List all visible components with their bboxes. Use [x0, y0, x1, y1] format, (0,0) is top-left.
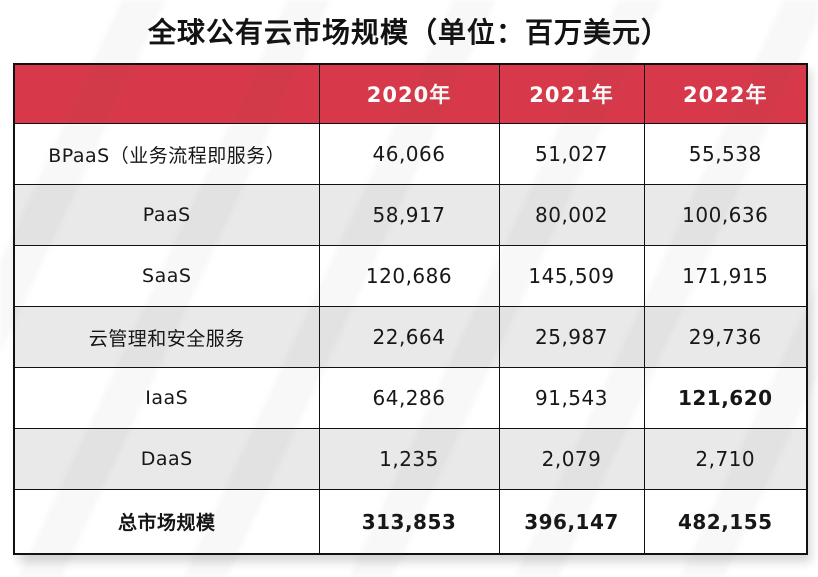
table-row-total-market: 总市场规模 313,853 396,147 482,155 [13, 489, 808, 555]
cell-paas-2021: 80,002 [498, 184, 645, 246]
cell-saas-2022: 171,915 [643, 245, 808, 307]
table-row-saas: SaaS 120,686 145,509 171,915 [13, 245, 808, 307]
row-label-iaas: IaaS [13, 367, 320, 429]
row-label-daas: DaaS [13, 428, 320, 490]
table-body: BPaaS（业务流程即服务） 46,066 51,027 55,538 PaaS… [13, 123, 808, 555]
cell-cloud-mgmt-2022: 29,736 [643, 306, 808, 368]
cell-bpaas-2020: 46,066 [318, 123, 500, 185]
cell-saas-2020: 120,686 [318, 245, 500, 307]
market-size-table-container: 2020年 2021年 2022年 BPaaS（业务流程即服务） 46,066 … [13, 63, 808, 555]
cell-daas-2021: 2,079 [498, 428, 645, 490]
header-empty-cell [13, 63, 320, 124]
page-title: 全球公有云市场规模（单位：百万美元） [147, 16, 670, 49]
table-row-cloud-mgmt-security: 云管理和安全服务 22,664 25,987 29,736 [13, 306, 808, 368]
cell-cloud-mgmt-2020: 22,664 [318, 306, 500, 368]
cell-saas-2021: 145,509 [498, 245, 645, 307]
table-row-bpaas: BPaaS（业务流程即服务） 46,066 51,027 55,538 [13, 123, 808, 185]
cell-bpaas-2022: 55,538 [643, 123, 808, 185]
cell-total-2021: 396,147 [498, 489, 645, 555]
cell-bpaas-2021: 51,027 [498, 123, 645, 185]
market-size-table: 2020年 2021年 2022年 BPaaS（业务流程即服务） 46,066 … [13, 63, 808, 555]
row-label-cloud-mgmt-security: 云管理和安全服务 [13, 306, 320, 368]
cell-iaas-2022: 121,620 [643, 367, 808, 429]
table-row-iaas: IaaS 64,286 91,543 121,620 [13, 367, 808, 429]
row-label-paas: PaaS [13, 184, 320, 246]
cell-iaas-2020: 64,286 [318, 367, 500, 429]
header-row: 2020年 2021年 2022年 [13, 63, 808, 124]
cell-paas-2022: 100,636 [643, 184, 808, 246]
cell-cloud-mgmt-2021: 25,987 [498, 306, 645, 368]
table-row-daas: DaaS 1,235 2,079 2,710 [13, 428, 808, 490]
cell-total-2022: 482,155 [643, 489, 808, 555]
cell-paas-2020: 58,917 [318, 184, 500, 246]
cell-daas-2022: 2,710 [643, 428, 808, 490]
row-label-total-market: 总市场规模 [13, 489, 320, 555]
cell-total-2020: 313,853 [318, 489, 500, 555]
header-year-2020: 2020年 [318, 63, 500, 124]
cell-daas-2020: 1,235 [318, 428, 500, 490]
header-year-2022: 2022年 [643, 63, 808, 124]
table-header: 2020年 2021年 2022年 [13, 63, 808, 124]
cell-iaas-2021: 91,543 [498, 367, 645, 429]
row-label-saas: SaaS [13, 245, 320, 307]
row-label-bpaas: BPaaS（业务流程即服务） [13, 123, 320, 185]
header-year-2021: 2021年 [498, 63, 645, 124]
table-row-paas: PaaS 58,917 80,002 100,636 [13, 184, 808, 246]
